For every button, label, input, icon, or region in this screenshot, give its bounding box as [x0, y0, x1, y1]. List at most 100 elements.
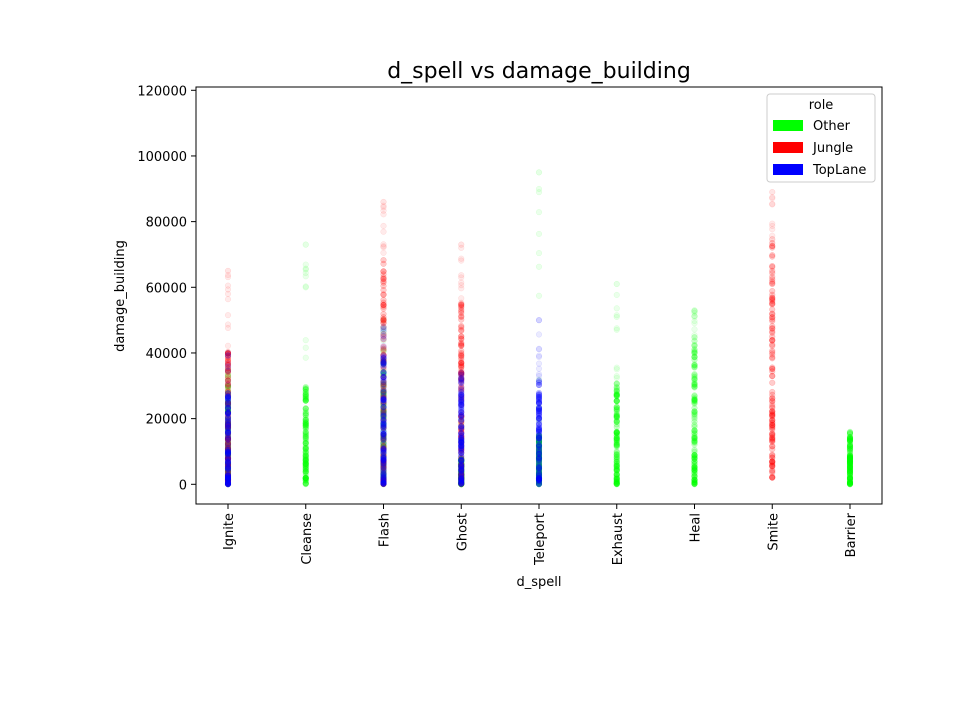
data-point	[224, 463, 232, 470]
data-point	[380, 408, 387, 415]
data-point	[224, 462, 232, 469]
data-point	[846, 457, 854, 464]
data-point	[224, 461, 232, 468]
data-point	[380, 409, 387, 417]
data-point	[535, 438, 543, 445]
data-point	[458, 479, 465, 486]
data-point	[846, 452, 854, 459]
data-point	[458, 461, 465, 468]
data-point	[458, 313, 465, 321]
data-point	[846, 472, 854, 479]
data-point	[224, 474, 232, 481]
data-point	[380, 417, 387, 424]
data-point	[458, 474, 465, 481]
data-point	[380, 465, 387, 472]
data-point	[380, 460, 387, 467]
data-point	[224, 473, 232, 480]
data-point	[535, 475, 543, 482]
data-point	[224, 392, 232, 399]
data-point	[846, 480, 854, 487]
outlier-point	[224, 382, 232, 389]
data-point	[302, 457, 309, 464]
data-point	[302, 386, 309, 393]
data-point	[535, 454, 543, 461]
data-point	[380, 447, 387, 454]
data-point	[846, 438, 854, 446]
data-point	[380, 368, 387, 376]
data-point	[224, 384, 232, 391]
data-point	[302, 405, 309, 412]
data-point	[535, 466, 543, 473]
data-point	[613, 448, 620, 455]
data-point	[535, 480, 543, 487]
data-point	[691, 379, 698, 386]
data-point	[458, 467, 465, 475]
data-point	[224, 443, 232, 450]
outlier-point	[458, 295, 465, 302]
data-point	[458, 474, 465, 481]
data-point	[458, 479, 465, 486]
data-point	[380, 436, 387, 443]
data-point	[613, 466, 620, 473]
data-point	[380, 459, 387, 466]
outlier-point	[224, 373, 232, 380]
data-point	[380, 433, 387, 440]
data-point	[613, 390, 620, 397]
data-point	[302, 440, 309, 447]
data-point	[380, 291, 387, 298]
data-point	[380, 475, 387, 482]
data-point	[380, 479, 387, 486]
data-point	[613, 435, 620, 442]
data-point	[380, 268, 387, 275]
data-point	[613, 436, 620, 444]
data-point	[691, 476, 698, 483]
data-point	[380, 373, 387, 380]
data-point	[380, 478, 387, 485]
data-point	[691, 408, 698, 415]
data-point	[458, 468, 465, 475]
data-point	[380, 296, 387, 303]
data-point	[224, 419, 232, 426]
data-point	[691, 409, 698, 416]
data-point	[224, 466, 232, 473]
x-tick-label: Flash	[378, 513, 393, 547]
data-point	[224, 455, 232, 462]
data-point	[380, 359, 387, 366]
data-point	[691, 476, 698, 484]
data-point	[535, 434, 543, 442]
data-point	[458, 417, 465, 424]
data-point	[691, 384, 698, 391]
data-point	[224, 452, 232, 459]
outlier-point	[458, 437, 465, 444]
outlier-point	[302, 344, 309, 351]
data-point	[535, 460, 543, 467]
data-point	[380, 420, 387, 427]
data-point	[224, 415, 232, 422]
data-point	[380, 388, 387, 395]
data-point	[380, 357, 387, 365]
outlier-point	[535, 209, 543, 216]
data-point	[846, 479, 854, 487]
data-point	[846, 458, 854, 466]
data-point	[224, 381, 232, 388]
data-point	[535, 456, 543, 463]
data-point	[691, 375, 698, 382]
data-point	[613, 464, 620, 471]
data-point	[613, 456, 620, 463]
data-point	[380, 467, 387, 474]
data-point	[846, 457, 854, 464]
outlier-point	[458, 442, 465, 449]
data-point	[224, 476, 232, 483]
data-point	[846, 457, 854, 464]
data-point	[458, 456, 465, 463]
data-point	[302, 475, 309, 482]
data-point	[380, 476, 387, 483]
data-point	[224, 399, 232, 406]
data-point	[613, 477, 620, 485]
max-point	[458, 415, 465, 422]
data-point	[224, 388, 232, 395]
data-point	[224, 400, 232, 407]
data-point	[224, 365, 232, 372]
data-point	[613, 411, 620, 418]
data-point	[380, 357, 387, 364]
